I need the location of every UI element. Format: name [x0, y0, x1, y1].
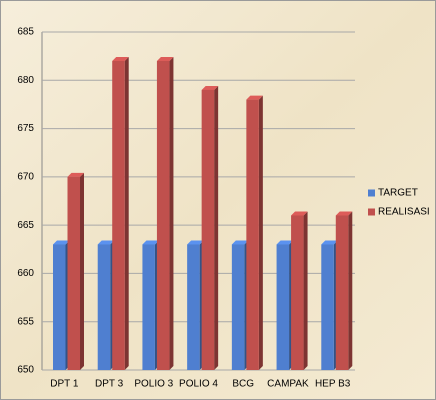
legend-label: REALISASI	[378, 207, 430, 218]
bar	[187, 244, 200, 370]
y-tick-label: 680	[17, 75, 34, 86]
bar	[335, 215, 349, 370]
x-tick-label: HEP B3	[315, 379, 351, 390]
bar-top	[276, 240, 294, 245]
bar-top	[112, 56, 129, 61]
y-tick-label: 650	[17, 365, 34, 376]
x-tick-label: POLIO 4	[179, 379, 218, 390]
y-tick-label: 660	[17, 268, 34, 279]
x-tick-label: BCG	[232, 379, 254, 390]
bar-top	[53, 240, 70, 245]
bar-top	[187, 240, 204, 245]
bar-top	[156, 56, 174, 61]
bar-top	[335, 211, 353, 216]
bar-top	[246, 95, 263, 100]
bar	[201, 89, 215, 370]
bar	[246, 99, 259, 370]
y-tick-label: 675	[17, 123, 34, 134]
legend-label: TARGET	[378, 188, 418, 199]
bar-top	[231, 240, 249, 245]
bar-top	[291, 211, 308, 216]
bar-side	[169, 56, 174, 370]
y-tick-label: 665	[17, 220, 34, 231]
bar	[112, 60, 125, 370]
y-tick-label: 670	[17, 171, 34, 182]
bar	[231, 244, 245, 370]
bar-side	[124, 56, 129, 370]
x-tick-label: CAMPAK	[267, 379, 309, 390]
x-tick-label: DPT 3	[95, 379, 124, 390]
legend-swatch	[368, 208, 375, 216]
y-tick-label: 655	[17, 316, 34, 327]
bar-top	[321, 240, 338, 245]
bar-side	[214, 85, 219, 370]
bar-top	[201, 85, 219, 90]
bar	[53, 244, 66, 370]
bar	[97, 244, 111, 370]
bar-top	[97, 240, 115, 245]
bar-side	[80, 172, 84, 370]
bar	[321, 244, 334, 370]
y-tick-label: 685	[17, 27, 34, 38]
bar	[156, 60, 170, 370]
bar	[67, 176, 80, 370]
bar-top	[142, 240, 159, 245]
bar-top	[67, 172, 84, 177]
bar-side	[303, 211, 308, 370]
bar-side	[258, 95, 263, 370]
bar	[142, 244, 155, 370]
x-tick-label: POLIO 3	[134, 379, 173, 390]
bar	[291, 215, 304, 370]
bar-side	[348, 211, 353, 370]
bar	[276, 244, 290, 370]
legend-swatch	[368, 189, 375, 197]
x-tick-label: DPT 1	[50, 379, 79, 390]
